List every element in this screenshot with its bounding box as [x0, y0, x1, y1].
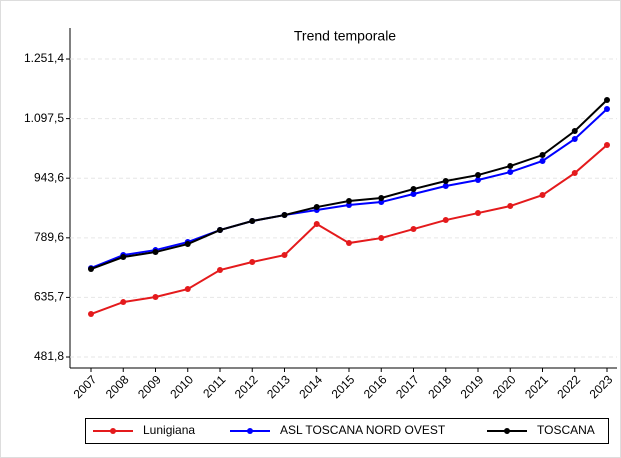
series-point — [120, 254, 127, 261]
series-point — [539, 158, 546, 165]
series-point — [604, 106, 610, 113]
series-point — [507, 203, 514, 210]
series-point — [507, 163, 514, 170]
series-point — [346, 240, 352, 247]
series-point — [410, 191, 417, 198]
legend-marker — [504, 428, 510, 434]
legend-label: Lunigiana — [143, 423, 195, 437]
series-point — [378, 235, 385, 242]
series-point — [442, 178, 449, 185]
series-point — [539, 192, 546, 199]
chart-title: Trend temporale — [294, 28, 396, 44]
series-point — [475, 177, 481, 184]
y-tick-label: 943,6 — [34, 170, 64, 184]
series-point — [378, 195, 385, 202]
y-tick-label: 1.097,5 — [24, 111, 64, 125]
series-point — [571, 136, 578, 143]
series-point — [475, 210, 481, 217]
series-point — [249, 259, 256, 266]
y-tick-label: 1.251,4 — [24, 51, 64, 65]
series-point — [313, 221, 320, 228]
series-point — [604, 142, 610, 149]
series-point — [217, 267, 223, 274]
y-tick-label: 481,8 — [34, 349, 64, 363]
legend-label: ASL TOSCANA NORD OVEST — [280, 423, 446, 437]
series-point — [410, 226, 417, 233]
series-point — [442, 217, 449, 224]
series-point — [249, 218, 256, 225]
series-point — [152, 294, 159, 301]
series-point — [217, 227, 223, 234]
series-point — [281, 212, 288, 219]
series-point — [346, 198, 352, 205]
series-point — [507, 169, 514, 176]
series-point — [475, 172, 481, 179]
series-point — [184, 286, 191, 293]
series-point — [281, 252, 288, 259]
series-point — [120, 299, 127, 306]
series-point — [152, 249, 159, 256]
legend-label: TOSCANA — [537, 423, 595, 437]
series-point — [184, 241, 191, 248]
series-point — [442, 183, 449, 190]
y-tick-label: 789,6 — [34, 230, 64, 244]
series-point — [88, 311, 94, 318]
series-point — [571, 170, 578, 177]
series-point — [539, 152, 546, 159]
y-tick-label: 635,7 — [34, 290, 64, 304]
series-point — [410, 186, 417, 193]
series-point — [571, 128, 578, 135]
legend-marker — [247, 428, 253, 434]
legend-marker — [110, 428, 116, 434]
series-point — [313, 204, 320, 211]
series-point — [604, 97, 610, 104]
series-point — [88, 266, 94, 273]
